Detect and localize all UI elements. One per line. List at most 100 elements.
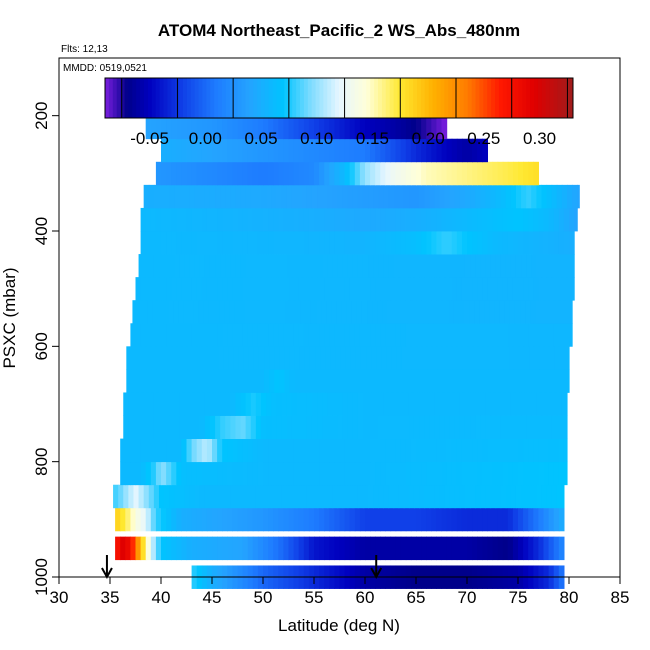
heatmap-cell <box>416 507 422 532</box>
heatmap-cell <box>421 461 427 486</box>
heatmap-cell <box>222 536 228 561</box>
heatmap-cell <box>526 415 532 439</box>
heatmap-cell <box>446 536 453 561</box>
heatmap-cell <box>538 207 545 232</box>
heatmap-cell <box>206 507 213 532</box>
heatmap-cell <box>424 254 430 278</box>
heatmap-cell <box>536 484 543 509</box>
heatmap-cell <box>283 161 290 186</box>
heatmap-cell <box>536 254 543 278</box>
heatmap-cell <box>560 300 567 324</box>
heatmap-cell <box>436 461 443 486</box>
heatmap-cell <box>298 323 305 347</box>
heatmap-cell <box>561 254 568 278</box>
heatmap-cell <box>529 369 535 393</box>
heatmap-cell <box>434 415 441 439</box>
heatmap-cell <box>441 277 448 301</box>
heatmap-cell <box>303 207 310 232</box>
heatmap-cell <box>413 415 420 439</box>
heatmap-cell <box>483 346 490 370</box>
x-tick-label: 35 <box>101 588 120 607</box>
colorbar-segment <box>483 78 488 118</box>
heatmap-cell <box>459 254 466 278</box>
heatmap-cell <box>451 161 458 186</box>
heatmap-cell <box>368 254 374 278</box>
heatmap-cell <box>543 536 550 561</box>
heatmap-cell <box>335 369 342 393</box>
heatmap-cell <box>500 415 507 439</box>
heatmap-cell <box>556 184 563 209</box>
heatmap-cell <box>375 138 381 163</box>
heatmap-cell <box>461 161 468 186</box>
heatmap-cell <box>370 231 376 255</box>
heatmap-cell <box>480 254 486 278</box>
heatmap-cell <box>304 346 311 370</box>
heatmap-cell <box>142 300 149 324</box>
heatmap-cell <box>181 138 188 163</box>
heatmap-cell <box>206 323 213 347</box>
colorbar-tick-label: -0.05 <box>130 129 169 148</box>
heatmap-cell <box>502 536 509 561</box>
heatmap-cell <box>153 415 160 439</box>
heatmap-cell <box>564 369 570 393</box>
heatmap-cell <box>273 277 279 301</box>
heatmap-cell <box>196 438 203 463</box>
heatmap-cell <box>373 392 379 416</box>
heatmap-cell <box>456 536 463 561</box>
colorbar-segment <box>374 78 379 118</box>
heatmap-cell <box>186 207 193 232</box>
heatmap-cell <box>538 231 545 255</box>
heatmap-cell <box>451 536 458 561</box>
heatmap-cell <box>242 536 249 561</box>
colorbar-segment <box>459 78 465 118</box>
heatmap-row <box>120 438 568 463</box>
heatmap-cell <box>558 323 565 347</box>
heatmap-cell <box>155 207 162 232</box>
colorbar-segment <box>350 78 356 118</box>
heatmap-row <box>132 300 573 324</box>
heatmap-cell <box>551 184 558 209</box>
heatmap-cell <box>201 461 208 486</box>
colorbar-segment <box>339 78 344 118</box>
heatmap-cell <box>250 184 257 209</box>
heatmap-cell <box>150 438 157 463</box>
heatmap-cell <box>457 369 464 393</box>
heatmap-cell <box>359 536 366 561</box>
heatmap-cell <box>395 461 402 486</box>
heatmap-cell <box>349 161 356 186</box>
heatmap-cell <box>329 507 335 532</box>
heatmap-cell <box>512 231 519 255</box>
heatmap-cell <box>383 254 390 278</box>
heatmap-cell <box>194 392 201 416</box>
heatmap-cell <box>257 115 264 140</box>
heatmap-cell <box>301 254 308 278</box>
heatmap-cell <box>232 277 239 301</box>
heatmap-cell <box>283 138 290 163</box>
heatmap-cell <box>490 484 497 509</box>
colorbar-segment <box>475 78 480 118</box>
heatmap-cell <box>270 300 276 324</box>
heatmap-cell <box>549 369 556 393</box>
heatmap-cell <box>515 254 522 278</box>
colorbar-segment <box>296 78 301 118</box>
heatmap-cell <box>332 184 339 209</box>
heatmap-cell <box>171 115 177 140</box>
heatmap-cell <box>456 138 463 163</box>
heatmap-cell <box>509 300 516 324</box>
heatmap-cell <box>507 536 514 561</box>
heatmap-cell <box>467 323 473 347</box>
heatmap-cell <box>214 300 220 324</box>
colorbar-segment <box>292 78 297 118</box>
heatmap-cell <box>182 369 189 393</box>
heatmap-cell <box>495 254 502 278</box>
colorbar-segment <box>307 78 313 118</box>
heatmap-cell <box>140 277 147 301</box>
heatmap-cell <box>523 161 529 186</box>
colorbar-segment <box>409 78 414 118</box>
heatmap-cell <box>308 138 315 163</box>
heatmap-cell <box>349 207 356 232</box>
heatmap-cell <box>451 438 458 463</box>
heatmap-cell <box>237 461 244 486</box>
heatmap-cell <box>140 323 147 347</box>
heatmap-cell <box>521 484 527 509</box>
